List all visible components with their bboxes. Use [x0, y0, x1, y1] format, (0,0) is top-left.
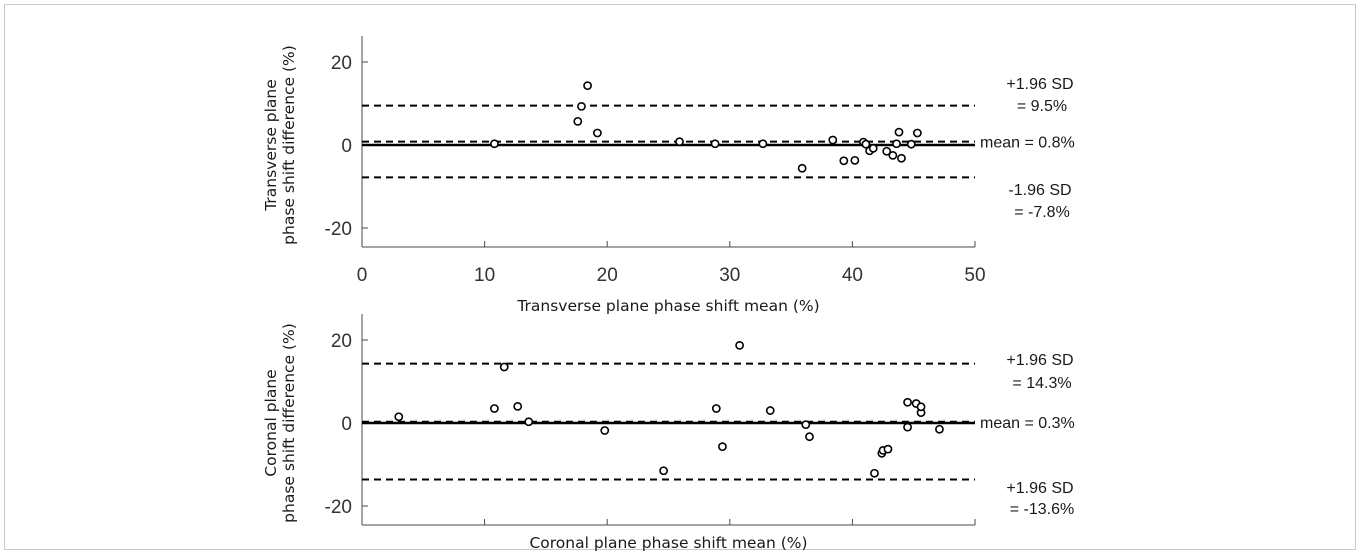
- panel1-upper-limit-label: +1.96 SD: [1006, 76, 1073, 93]
- panel2-data-point: [659, 466, 668, 476]
- panel1-data-point: [912, 128, 922, 138]
- panel1-data-point: [675, 137, 684, 147]
- panel1-data-point: [758, 139, 768, 149]
- panel1-x-axis-title: Transverse plane phase shift mean (%): [516, 297, 819, 315]
- panel2-data-point: [870, 468, 879, 478]
- panel1-x-tick-label: 20: [597, 265, 618, 286]
- panel2-data-point: [935, 424, 944, 434]
- panel2-data-point: [801, 420, 811, 430]
- panel1-y-tick-label: -20: [325, 219, 352, 240]
- panel1-x-tick-label: 50: [964, 265, 985, 286]
- panel2-data-point: [765, 406, 775, 415]
- panel2-upper-limit-label: +1.96 SD: [1006, 352, 1073, 369]
- panel2-lower-limit-label: +1.96 SD: [1006, 480, 1073, 497]
- panel2-data-point: [524, 417, 534, 427]
- figure-frame: [4, 4, 1356, 550]
- panel2-data-point: [600, 426, 610, 435]
- panel1-data-point: [573, 116, 583, 126]
- panel1-y-axis-title-line: Transverse plane: [262, 79, 280, 212]
- panel1-data-point: [906, 139, 916, 149]
- panel2-data-point: [735, 340, 745, 350]
- panel1-data-point: [850, 155, 860, 165]
- panel1-y-tick-label: 20: [331, 53, 352, 74]
- panel1-y-axis-title: Transverse planephase shift difference (…: [262, 45, 298, 245]
- panel2-y-axis-title-line: phase shift difference (%): [280, 323, 298, 523]
- panel1-x-tick-label: 40: [842, 265, 863, 286]
- panel1-data-point: [897, 153, 906, 163]
- panel2-mean-label: mean = 0.3%: [980, 415, 1075, 432]
- panel1-data-point: [490, 139, 499, 149]
- panel2-data-point: [711, 404, 721, 413]
- panel1-data-point: [710, 139, 720, 149]
- panel1-lower-limit-value: = -7.8%: [1014, 204, 1070, 221]
- panel2-data-point: [394, 412, 404, 422]
- panel2-data-point: [883, 444, 893, 454]
- panel1-y-tick-label: 0: [341, 136, 352, 157]
- panel2-data-point: [490, 404, 499, 413]
- panel1-data-point: [868, 143, 878, 153]
- panel1-data-point: [583, 81, 592, 91]
- panel1-upper-limit-value: = 9.5%: [1017, 98, 1067, 115]
- panel1-data-point: [577, 102, 586, 111]
- panel1-data-point: [797, 163, 807, 173]
- panel1-data-point: [888, 150, 898, 160]
- panel1-x-tick-label: 0: [357, 265, 368, 286]
- panel2-data-point: [903, 422, 912, 432]
- panel2-y-tick-label: 20: [331, 331, 352, 352]
- panel1-x-tick-label: 30: [719, 265, 740, 286]
- panel2-data-point: [903, 397, 912, 407]
- panel2-y-tick-label: 0: [341, 414, 352, 435]
- panel1-data-point: [892, 139, 901, 149]
- panel2-data-point: [499, 362, 509, 372]
- panel1-data-point: [839, 156, 849, 166]
- panel2-y-axis-title-line: Coronal plane: [262, 369, 280, 476]
- panel2-upper-limit-value: = 14.3%: [1012, 375, 1071, 392]
- panel2-y-tick-label: -20: [325, 497, 352, 518]
- panel2-data-point: [916, 402, 926, 412]
- panel1-data-point: [882, 146, 892, 156]
- panel1-lower-limit-label: -1.96 SD: [1008, 182, 1071, 199]
- panel2-x-axis-title: Coronal plane phase shift mean (%): [529, 534, 807, 552]
- panel2-data-point: [513, 401, 523, 411]
- panel2-lower-limit-value: = -13.6%: [1010, 501, 1074, 518]
- panel2-data-point: [805, 432, 814, 442]
- panel2-y-axis-title: Coronal planephase shift difference (%): [262, 323, 298, 523]
- panel1-data-point: [861, 139, 871, 149]
- panel1-data-point: [828, 135, 838, 145]
- panel1-data-point: [894, 127, 904, 137]
- panel1-data-point: [592, 128, 602, 138]
- panel2-data-point: [718, 442, 727, 452]
- panel1-x-tick-label: 10: [474, 265, 495, 286]
- panel1-mean-label: mean = 0.8%: [980, 135, 1075, 152]
- panel1-y-axis-title-line: phase shift difference (%): [280, 45, 298, 245]
